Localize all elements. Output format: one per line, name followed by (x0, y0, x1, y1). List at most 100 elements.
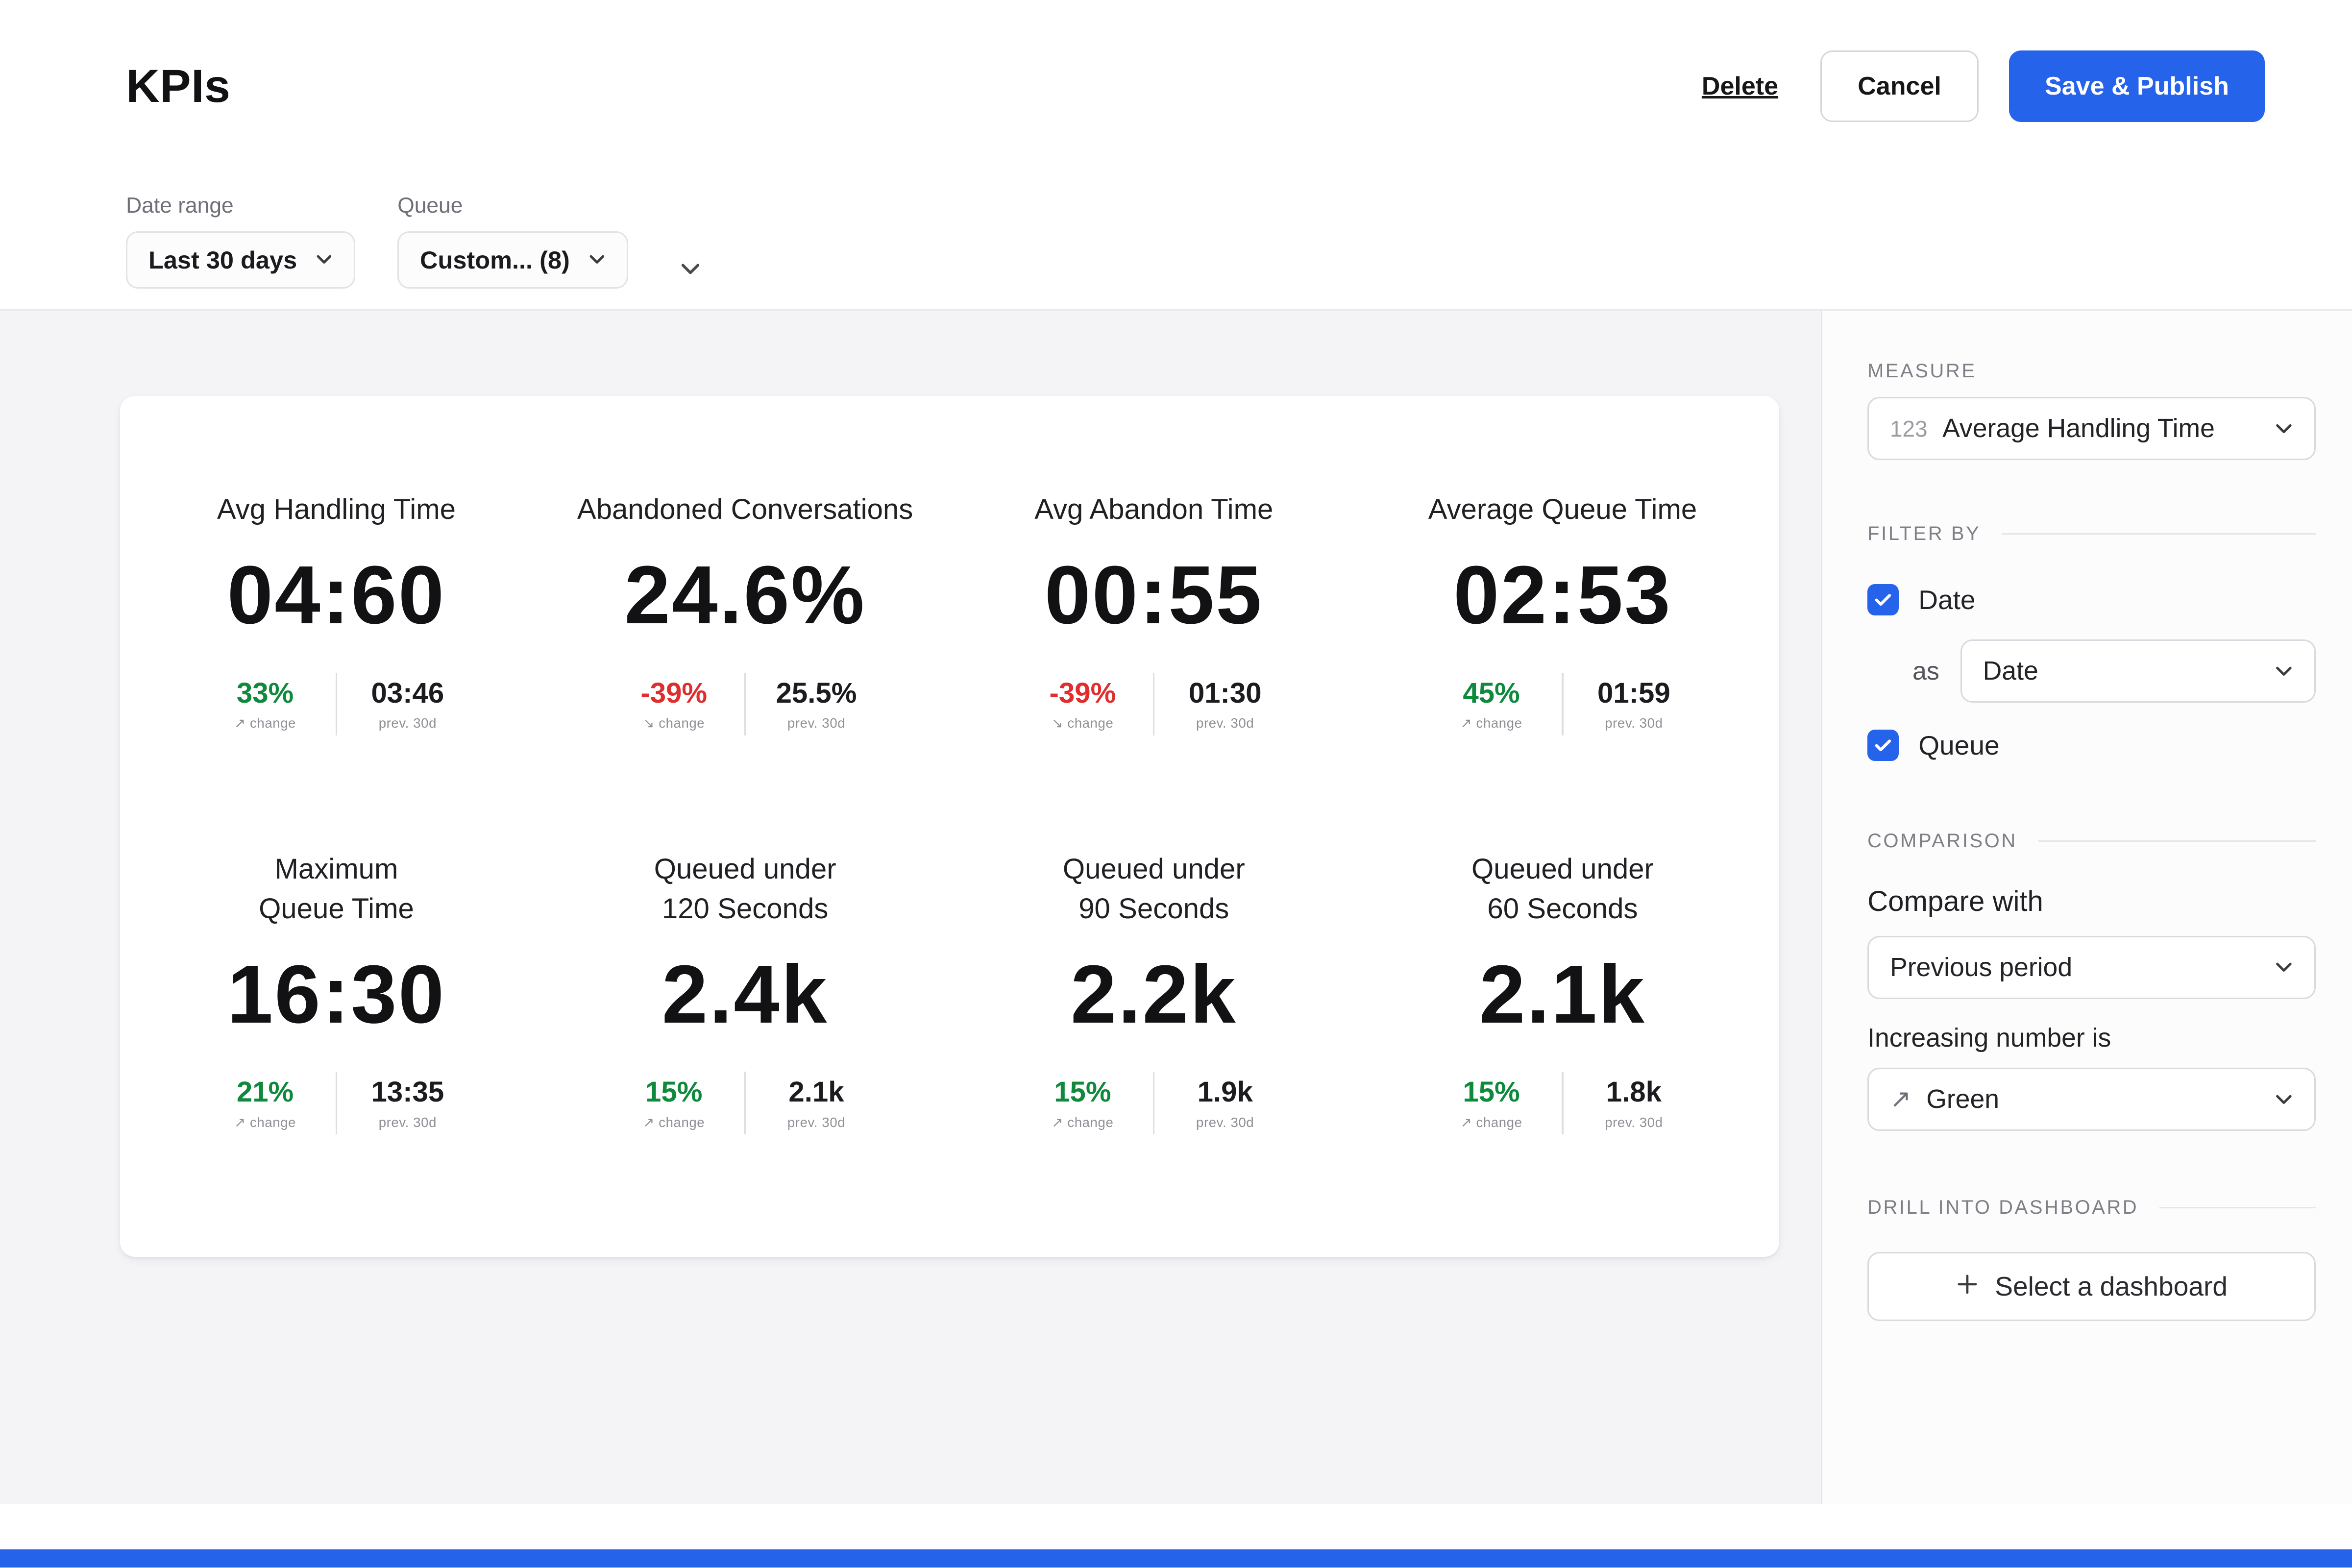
measure-select[interactable]: 123 Average Handling Time (1867, 397, 2316, 460)
kpi-value: 00:55 (1044, 549, 1263, 641)
kpi-prev: 1.9k (1197, 1076, 1253, 1108)
page-title: KPIs (126, 60, 231, 112)
queue-value: Custom... (8) (420, 246, 570, 274)
cancel-button[interactable]: Cancel (1820, 50, 1979, 122)
header-actions: Delete Cancel Save & Publish (1690, 50, 2265, 122)
content: Avg Handling Time 04:60 33% ↗ change 03:4… (0, 310, 2352, 1505)
kpi-compare: -39% ↘ change 01:30 prev. 30d (1038, 672, 1270, 736)
queue-filter-label: Queue (1918, 730, 2000, 761)
kpi-compare: 15% ↗ change 1.8k prev. 30d (1446, 1071, 1679, 1135)
kpi-change: 33% (236, 677, 294, 710)
queue-group: Queue Custom... (8) (397, 194, 629, 289)
kpi-change: 21% (236, 1076, 294, 1108)
date-as-value: Date (1983, 657, 2038, 686)
kpi-prev: 1.8k (1606, 1076, 1662, 1108)
kpi-prev-note: prev. 30d (378, 1114, 437, 1130)
chevron-down-icon (2274, 419, 2294, 439)
chevron-down-icon (2274, 957, 2294, 977)
kpi-compare: -39% ↘ change 25.5% prev. 30d (629, 672, 861, 736)
date-range-group: Date range Last 30 days (126, 193, 356, 289)
add-filter-chevron[interactable] (670, 249, 711, 295)
kpi-change: 45% (1463, 677, 1520, 710)
kpi-value: 24.6% (624, 549, 866, 641)
comparison-heading: COMPARISON (1867, 830, 2017, 852)
kpi-change-note: ↗ change (643, 1114, 705, 1130)
increasing-color-select[interactable]: ↗ Green (1867, 1068, 2316, 1131)
kpi-value: 2.2k (1070, 948, 1237, 1040)
measure-value: Average Handling Time (1942, 414, 2215, 443)
header: KPIs Delete Cancel Save & Publish (0, 0, 2352, 173)
kpi-change: -39% (1049, 677, 1116, 710)
kpi-change-note: ↘ change (1052, 715, 1114, 731)
plus-icon (1956, 1271, 1979, 1302)
date-range-label: Date range (126, 193, 234, 218)
delete-link[interactable]: Delete (1701, 72, 1779, 101)
divider (2159, 1207, 2316, 1209)
kpi-title: Abandoned Conversations (577, 493, 913, 526)
trend-up-icon: ↗ (1889, 1085, 1911, 1114)
kpi-prev: 2.1k (788, 1076, 844, 1108)
divider (744, 1071, 746, 1135)
date-range-value: Last 30 days (148, 246, 297, 274)
filter-bar: Date range Last 30 days Queue Custom... … (0, 172, 2352, 311)
measure-heading: MEASURE (1867, 360, 1977, 382)
settings-sidebar: MEASURE 123 Average Handling Time FILTER… (1821, 310, 2352, 1505)
kpi-compare: 33% ↗ change 03:46 prev. 30d (220, 672, 452, 736)
kpi-change-note: ↘ change (643, 715, 705, 731)
kpi-change-note: ↗ change (234, 1114, 296, 1130)
queue-filter-checkbox-row[interactable]: Queue (1867, 729, 2316, 761)
kpi-tile: Average Queue Time 02:53 45% ↗ change 01:… (1358, 450, 1767, 822)
divider (1562, 672, 1564, 736)
kpi-value: 16:30 (227, 948, 446, 1040)
divider (2002, 533, 2316, 535)
kpi-prev-note: prev. 30d (1196, 1114, 1254, 1130)
divider (335, 1071, 337, 1135)
kpi-change-note: ↗ change (234, 715, 296, 731)
date-as-select[interactable]: Date (1960, 639, 2316, 703)
date-as-row: as Date (1912, 639, 2316, 703)
queue-select[interactable]: Custom... (8) (397, 231, 629, 289)
chevron-down-icon (2274, 1090, 2294, 1109)
kpi-prev: 03:46 (371, 677, 444, 710)
kpi-prev: 25.5% (776, 677, 857, 710)
compare-with-value: Previous period (1889, 953, 2073, 982)
checkbox-checked[interactable] (1867, 729, 1899, 761)
kpi-compare: 15% ↗ change 2.1k prev. 30d (629, 1071, 861, 1135)
kpi-change-note: ↗ change (1460, 715, 1522, 731)
kpi-prev: 13:35 (371, 1076, 444, 1108)
divider (1153, 1071, 1155, 1135)
kpi-title: Queued under 90 Seconds (1062, 853, 1245, 925)
kpi-value: 2.4k (662, 948, 829, 1040)
kpi-change: -39% (640, 677, 708, 710)
increasing-color-value: Green (1926, 1084, 2000, 1114)
kpi-prev-note: prev. 30d (1605, 715, 1663, 731)
drill-heading: DRILL INTO DASHBOARD (1867, 1197, 2139, 1219)
compare-with-select[interactable]: Previous period (1867, 936, 2316, 999)
kpi-title: Average Queue Time (1428, 493, 1697, 526)
footer-strip (0, 1504, 2352, 1550)
kpi-title: Queued under 60 Seconds (1471, 853, 1654, 925)
checkbox-checked[interactable] (1867, 584, 1899, 616)
kpi-change: 15% (645, 1076, 703, 1108)
kpi-title: Avg Abandon Time (1034, 493, 1274, 526)
kpi-change: 15% (1463, 1076, 1520, 1108)
kpi-tile: Queued under 90 Seconds 2.2k 15% ↗ change… (950, 849, 1358, 1221)
kpi-prev: 01:59 (1597, 677, 1670, 710)
kpi-prev-note: prev. 30d (378, 715, 437, 731)
save-publish-button[interactable]: Save & Publish (2009, 50, 2265, 122)
kpi-title: Maximum Queue Time (259, 853, 414, 925)
increasing-number-label: Increasing number is (1867, 1023, 2111, 1053)
date-range-select[interactable]: Last 30 days (126, 231, 356, 289)
kpi-tile: Avg Abandon Time 00:55 -39% ↘ change 01:3… (950, 450, 1358, 822)
kpi-title: Queued under 120 Seconds (654, 853, 836, 925)
kpi-compare: 21% ↗ change 13:35 prev. 30d (220, 1071, 452, 1135)
kpi-prev-note: prev. 30d (1196, 715, 1254, 731)
kpi-compare: 45% ↗ change 01:59 prev. 30d (1446, 672, 1679, 736)
select-dashboard-button[interactable]: Select a dashboard (1867, 1251, 2316, 1321)
kpi-tile: Queued under 60 Seconds 2.1k 15% ↗ change… (1358, 849, 1767, 1221)
date-filter-checkbox-row[interactable]: Date (1867, 584, 2316, 616)
kpi-prev: 01:30 (1188, 677, 1262, 710)
divider (1562, 1071, 1564, 1135)
as-label: as (1912, 657, 1939, 686)
